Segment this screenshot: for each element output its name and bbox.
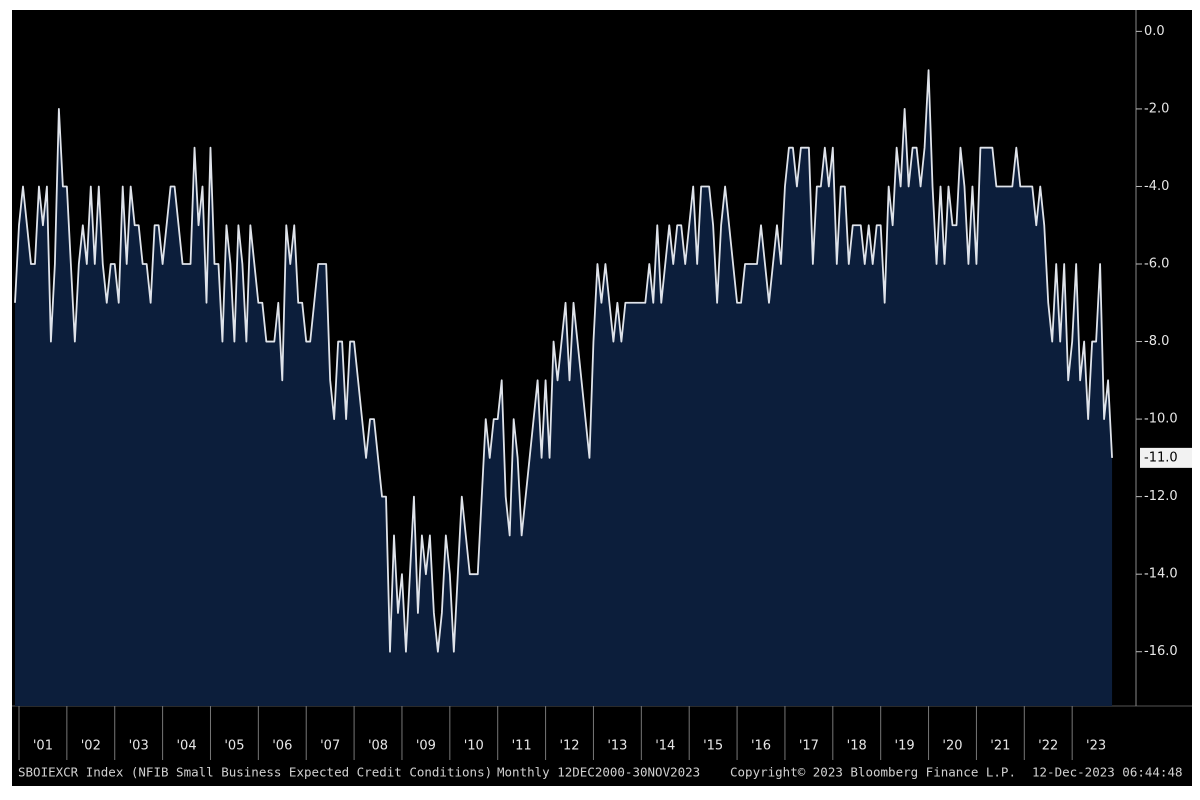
y-tick-label: -2.0	[1144, 101, 1169, 116]
x-tick-label: '17	[799, 739, 819, 754]
x-tick-label: '14	[655, 739, 675, 754]
footer-range: Monthly 12DEC2000-30NOV2023	[497, 765, 700, 780]
x-tick-label: '18	[847, 739, 867, 754]
x-tick-label: '09	[416, 739, 436, 754]
x-tick-label: '05	[224, 739, 244, 754]
area	[15, 70, 1113, 706]
footer-timestamp: 12-Dec-2023 06:44:48	[1032, 765, 1183, 780]
last-value-box	[1140, 447, 1192, 468]
x-tick-label: '19	[895, 739, 915, 754]
x-tick-label: '02	[81, 739, 101, 754]
x-tick-label: '13	[607, 739, 627, 754]
x-tick-label: '07	[320, 739, 340, 754]
x-tick-label: '16	[751, 739, 771, 754]
x-tick-label: '10	[464, 739, 484, 754]
y-tick-label: -6.0	[1144, 257, 1169, 272]
x-tick-label: '03	[129, 739, 149, 754]
x-tick-label: '22	[1038, 739, 1058, 754]
y-tick-label: -8.0	[1144, 334, 1169, 349]
y-tick-label: -14.0	[1144, 567, 1178, 582]
x-tick-label: '04	[176, 739, 196, 754]
x-tick-label: '23	[1086, 739, 1106, 754]
y-tick-label: -16.0	[1144, 644, 1178, 659]
y-tick-label: -10.0	[1144, 412, 1178, 427]
x-tick-label: '21	[990, 739, 1010, 754]
last-value-label: -11.0	[1144, 450, 1178, 465]
footer-copyright: Copyright© 2023 Bloomberg Finance L.P.	[730, 765, 1016, 780]
x-tick-label: '08	[368, 739, 388, 754]
x-tick-label: '12	[559, 739, 579, 754]
y-tick-label: 0.0	[1144, 24, 1165, 39]
line	[14, 69, 1113, 653]
x-tick-label: '20	[942, 739, 962, 754]
footer-ticker: SBOIEXCR Index (NFIB Small Business Expe…	[18, 765, 492, 780]
x-tick-label: '01	[33, 739, 53, 754]
x-tick-label: '06	[272, 739, 292, 754]
x-tick-label: '11	[512, 739, 532, 754]
y-tick-label: -4.0	[1144, 179, 1169, 194]
x-tick-label: '15	[703, 739, 723, 754]
y-tick-label: -12.0	[1144, 489, 1178, 504]
